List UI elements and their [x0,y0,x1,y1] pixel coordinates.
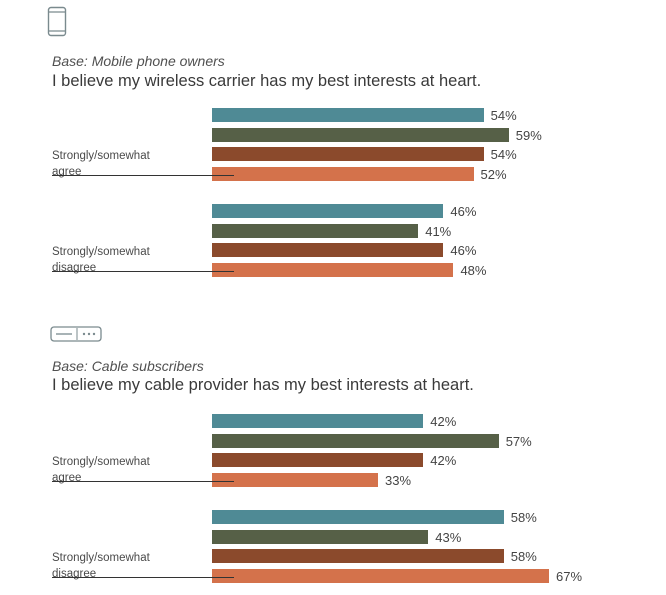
category-baseline [52,576,234,578]
category-label-line-1: Strongly/somewhat [52,552,150,564]
category-label-line-2: agree [52,472,82,484]
bar-value-label: 58% [510,549,537,564]
bar-group-agree: Strongly/somewhat agree 54% 59% 54% 52% [0,108,666,186]
bar-series-4-agree [212,166,474,181]
bar-value-label: 57% [505,433,532,449]
category-label-line-1: Strongly/somewhat [52,456,150,468]
bar-value-label: 48% [460,262,487,278]
bar-series-2-disagree [212,223,419,238]
bar-series-1-disagree [212,510,504,524]
bar-series-2-agree [212,433,499,448]
bar-value-label: 67% [556,568,583,584]
bar-series-2-disagree [212,529,429,544]
bar-value-label: 52% [480,166,507,182]
category-baseline [52,174,234,176]
bar-series-3-disagree [212,243,444,257]
bar-value-label: 46% [450,204,477,219]
bar-series-3-agree [212,147,484,161]
bar-value-label: 43% [435,529,462,545]
bar-value-label: 33% [384,472,412,488]
bar-series-1-agree [212,108,484,122]
category-label-line-2: disagree [52,262,97,274]
category-label-line-2: disagree [52,568,97,580]
chart-statement: I believe my wireless carrier has my bes… [52,72,482,90]
bar-series-3-disagree [212,549,504,563]
bar-group-disagree: Strongly/somewhat disagree 58% 43% 58% 67% [0,510,666,588]
bar-value-label: 54% [490,108,517,123]
chart-statement: I believe my cable provider has my best … [52,376,474,394]
category-baseline [52,270,234,272]
chart-base-label: Base: Mobile phone owners [52,53,225,69]
bar-group-disagree: Strongly/somewhat disagree 46% 41% 46% 48% [0,204,666,282]
bar-value-label: 42% [430,414,457,429]
cable-box-icon [50,326,102,342]
bar-series-1-agree [212,414,424,428]
category-label-line-1: Strongly/somewhat [52,150,150,162]
bar-value-label: 59% [515,127,542,143]
bar-value-label: 58% [510,510,537,525]
bar-series-4-disagree [212,568,549,583]
bar-series-4-disagree [212,262,454,277]
bar-series-3-agree [212,453,424,467]
bar-value-label: 46% [450,243,477,258]
chart-base-label: Base: Cable subscribers [52,358,204,374]
bar-series-2-agree [212,127,509,142]
category-baseline [52,480,234,482]
bar-value-label: 41% [425,223,452,239]
bar-group-agree: Strongly/somewhat agree 42% 57% 42% 33% [0,414,666,492]
bar-series-4-agree [212,472,378,487]
category-label-line-2: agree [52,166,82,178]
bar-value-label: 54% [490,147,517,162]
bar-value-label: 42% [430,453,457,468]
mobile-phone-icon [47,6,67,37]
bar-series-1-disagree [212,204,444,218]
category-label-line-1: Strongly/somewhat [52,246,150,258]
